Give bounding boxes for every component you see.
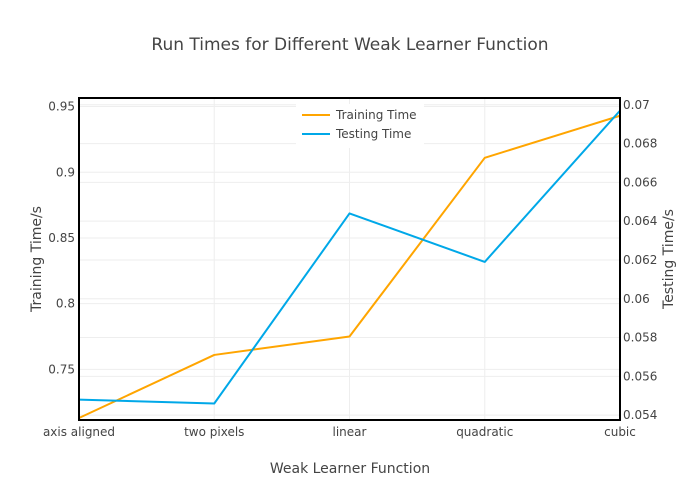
x-tick-label: two pixels: [184, 425, 244, 439]
x-tick-label: cubic: [604, 425, 636, 439]
y2-tick-label: 0.07: [623, 98, 650, 112]
legend-background: [296, 104, 424, 148]
y-tick-labels: 0.75 0.8 0.85 0.9 0.95: [48, 100, 75, 377]
plot-frame: [78, 97, 621, 421]
x-tick-label: axis aligned: [43, 425, 115, 439]
legend: Training Time Testing Time: [296, 104, 424, 148]
series-line-training-time: [78, 114, 621, 419]
x-tick-label: linear: [333, 425, 367, 439]
y-tick-label: 0.9: [56, 165, 75, 179]
y-axis-title: Training Time/s: [29, 206, 45, 313]
y2-tick-label: 0.056: [623, 369, 657, 383]
y2-tick-labels: 0.054 0.056 0.058 0.06 0.062 0.064 0.066 0.068 0…: [623, 98, 657, 422]
legend-label-testing-time: Testing Time: [335, 127, 411, 141]
y2-tick-label: 0.06: [623, 292, 650, 306]
y2-tick-label: 0.068: [623, 137, 657, 151]
series-layer: [78, 109, 621, 419]
x-axis-title: Weak Learner Function: [270, 461, 430, 477]
y-tick-label: 0.95: [48, 100, 75, 114]
chart-title: Run Times for Different Weak Learner Fun…: [151, 35, 548, 55]
x-tick-label: quadratic: [456, 425, 513, 439]
y-tick-label: 0.8: [56, 297, 75, 311]
y-tick-label: 0.85: [48, 231, 75, 245]
y2-tick-label: 0.066: [623, 175, 657, 189]
y-tick-label: 0.75: [48, 362, 75, 376]
y2-tick-label: 0.054: [623, 408, 657, 422]
y2-tick-label: 0.064: [623, 214, 657, 228]
y2-tick-label: 0.058: [623, 331, 657, 345]
series-line-testing-time: [78, 109, 621, 405]
y2-axis-title: Testing Time/s: [661, 209, 677, 310]
legend-label-training-time: Training Time: [335, 108, 417, 122]
x-tick-labels: axis aligned two pixels linear quadratic cub…: [43, 425, 636, 439]
y2-tick-label: 0.062: [623, 253, 657, 267]
